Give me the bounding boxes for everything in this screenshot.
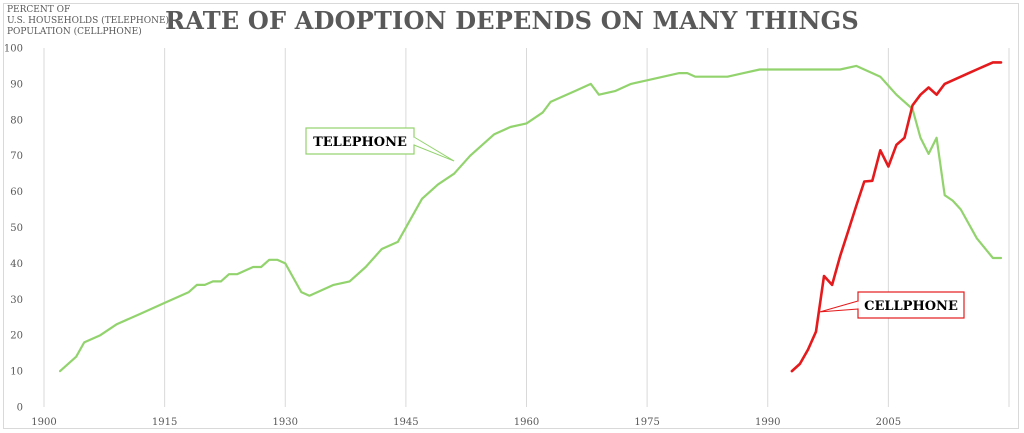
y-tick-label-30: 30 <box>10 295 23 306</box>
x-tick-label-1900: 1900 <box>31 417 56 428</box>
y-tick-label-40: 40 <box>10 259 23 270</box>
chart-title: RATE OF ADOPTION DEPENDS ON MANY THINGS <box>165 6 859 35</box>
y-axis-label-line-2: U.S. HOUSEHOLDS (TELEPHONE) <box>7 16 170 26</box>
y-axis-label: PERCENT OF U.S. HOUSEHOLDS (TELEPHONE) P… <box>7 5 169 38</box>
x-tick-label-1975: 1975 <box>634 417 659 428</box>
callouts: TELEPHONE CELLPHONE <box>305 127 965 319</box>
callout-telephone: TELEPHONE <box>305 127 455 162</box>
y-tick-label-10: 10 <box>10 367 23 378</box>
x-tick-label-1990: 1990 <box>755 417 780 428</box>
y-tick-label-0: 0 <box>17 403 23 414</box>
series-line-telephone <box>58 64 1003 373</box>
callout-box <box>305 127 415 155</box>
x-tick-label-2005: 2005 <box>876 417 901 428</box>
y-tick-label-90: 90 <box>10 79 23 90</box>
y-axis-label-line-1: PERCENT OF <box>7 5 71 15</box>
x-axis-ticks: 1900 1915 1930 1945 1960 1975 1990 2005 <box>31 417 901 428</box>
series-line-cellphone <box>790 61 1003 373</box>
callout-cellphone: CELLPHONE <box>819 291 965 319</box>
series-lines <box>58 61 1003 373</box>
callout-pointer <box>819 300 859 313</box>
y-tick-label-20: 20 <box>10 331 23 342</box>
y-axis-ticks: 0 10 20 30 40 50 60 70 80 90 100 <box>4 44 23 414</box>
y-tick-label-80: 80 <box>10 115 23 126</box>
y-tick-label-100: 100 <box>4 44 23 55</box>
y-tick-label-70: 70 <box>10 151 23 162</box>
gridlines <box>43 48 1010 407</box>
callout-pointer <box>413 136 455 162</box>
callout-label-cellphone: CELLPHONE <box>864 299 958 314</box>
x-tick-label-1915: 1915 <box>152 417 177 428</box>
y-tick-label-50: 50 <box>10 223 23 234</box>
callout-label-telephone: TELEPHONE <box>313 135 407 150</box>
y-axis-label-line-3: POPULATION (CELLPHONE) <box>7 27 142 37</box>
y-tick-label-60: 60 <box>10 187 23 198</box>
x-tick-label-1945: 1945 <box>393 417 418 428</box>
chart-frame <box>3 3 1019 429</box>
x-tick-label-1960: 1960 <box>514 417 539 428</box>
x-tick-label-1930: 1930 <box>273 417 298 428</box>
